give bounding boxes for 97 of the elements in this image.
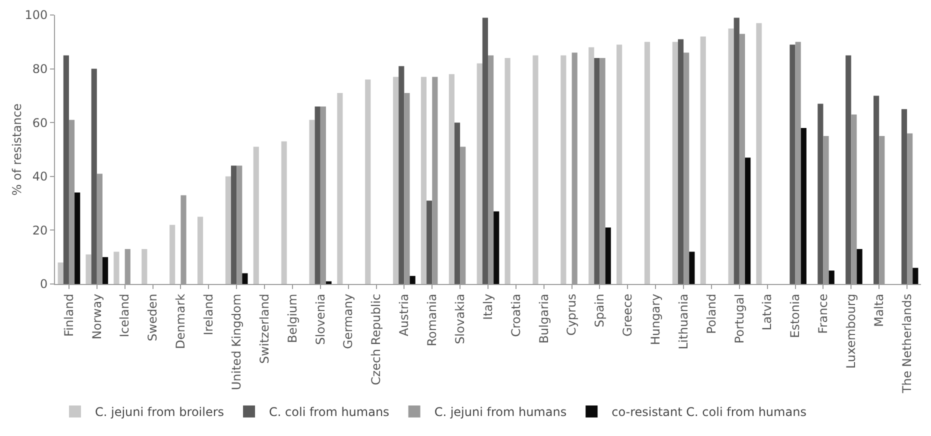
y-tick-label: 80: [32, 62, 48, 76]
bar: [337, 93, 343, 284]
bar: [734, 18, 740, 284]
x-tick-label: Cyprus: [564, 294, 579, 336]
x-tick-label: Slovenia: [313, 294, 328, 345]
legend-label: C. jejuni from broilers: [95, 405, 224, 420]
bar: [700, 36, 706, 284]
bar: [594, 58, 600, 284]
bar: [504, 58, 510, 284]
x-tick-label: Croatia: [508, 294, 523, 337]
y-axis-title: % of resistance: [10, 103, 24, 196]
x-tick-label: Hungary: [648, 294, 663, 346]
x-tick-label: Portugal: [732, 294, 746, 344]
bar: [532, 55, 538, 284]
x-tick-label: Sweden: [146, 294, 160, 342]
bar: [476, 63, 482, 284]
legend-label: C. jejuni from humans: [434, 405, 567, 420]
bar: [454, 122, 460, 284]
x-tick-label: United Kingdom: [229, 294, 244, 390]
x-tick-label: Belgium: [285, 294, 300, 344]
y-tick-label: 60: [32, 116, 48, 130]
x-tick-label: Ireland: [202, 294, 216, 336]
bar: [58, 262, 64, 284]
x-tick-label: The Netherlands: [900, 294, 914, 394]
bar: [756, 23, 762, 284]
x-tick-label: Finland: [62, 294, 76, 337]
bar: [398, 66, 404, 284]
bar: [901, 109, 908, 284]
bar: [800, 128, 806, 284]
x-tick-label: Luxembourg: [844, 294, 858, 369]
bar: [728, 28, 734, 284]
x-tick-label: Romania: [425, 294, 440, 346]
bar: [393, 76, 399, 284]
x-tick-label: Switzerland: [257, 294, 272, 364]
x-tick-label: Malta: [872, 294, 886, 327]
bar: [309, 120, 315, 284]
x-tick-label: Bulgaria: [536, 294, 551, 344]
y-tick-label: 40: [32, 170, 48, 184]
bar: [142, 249, 148, 284]
bar: [114, 252, 120, 284]
bar: [846, 55, 852, 284]
y-tick-label: 0: [40, 277, 48, 292]
bar: [560, 55, 566, 284]
bar: [86, 254, 92, 284]
bar: [281, 141, 287, 284]
bar: [253, 146, 259, 284]
bar: [605, 228, 611, 284]
bar: [102, 257, 108, 284]
bar: [63, 55, 69, 284]
y-tick-label: 100: [24, 8, 48, 22]
bar: [448, 74, 454, 284]
bar: [91, 68, 97, 284]
bar: [818, 104, 824, 284]
bar: [420, 76, 427, 284]
x-tick-label: France: [816, 294, 830, 334]
x-tick-label: Poland: [704, 294, 718, 334]
bar: [678, 39, 684, 284]
x-tick-label: Greece: [620, 294, 635, 337]
bar: [426, 200, 432, 284]
bar: [197, 216, 204, 284]
bar: [790, 44, 796, 284]
x-tick-label: Norway: [90, 294, 104, 340]
bar: [314, 106, 320, 284]
x-tick-label: Estonia: [788, 294, 802, 338]
bar: [326, 281, 332, 284]
bar: [225, 176, 231, 284]
bar: [616, 44, 622, 284]
bar: [588, 47, 594, 284]
bar: [410, 276, 416, 284]
bar: [494, 211, 500, 284]
bar: [689, 252, 695, 284]
x-tick-label: Czech Republic: [369, 294, 384, 386]
legend-label: co-resistant C. coli from humans: [612, 405, 806, 420]
x-tick-label: Italy: [480, 294, 495, 320]
bar: [170, 224, 176, 284]
x-tick-label: Denmark: [174, 294, 188, 349]
x-tick-label: Latvia: [760, 294, 774, 330]
bar: [74, 192, 80, 284]
bar: [745, 158, 751, 284]
x-tick-label: Lithuania: [676, 294, 690, 350]
x-tick-label: Slovakia: [452, 294, 467, 344]
bar: [828, 270, 834, 284]
bar: [912, 268, 918, 284]
y-tick-label: 20: [32, 223, 48, 238]
x-tick-label: Spain: [592, 294, 607, 328]
legend-label: C. coli from humans: [269, 405, 390, 420]
bar: [856, 249, 862, 284]
bar: [365, 80, 371, 284]
bar: [672, 42, 678, 284]
x-tick-label: Germany: [341, 294, 356, 349]
bar: [242, 273, 248, 284]
x-tick-label: Austria: [397, 294, 412, 336]
bar: [874, 96, 880, 284]
x-tick-label: Iceland: [118, 294, 132, 338]
bar: [482, 18, 488, 284]
bar: [644, 42, 650, 284]
bar: [230, 166, 237, 284]
